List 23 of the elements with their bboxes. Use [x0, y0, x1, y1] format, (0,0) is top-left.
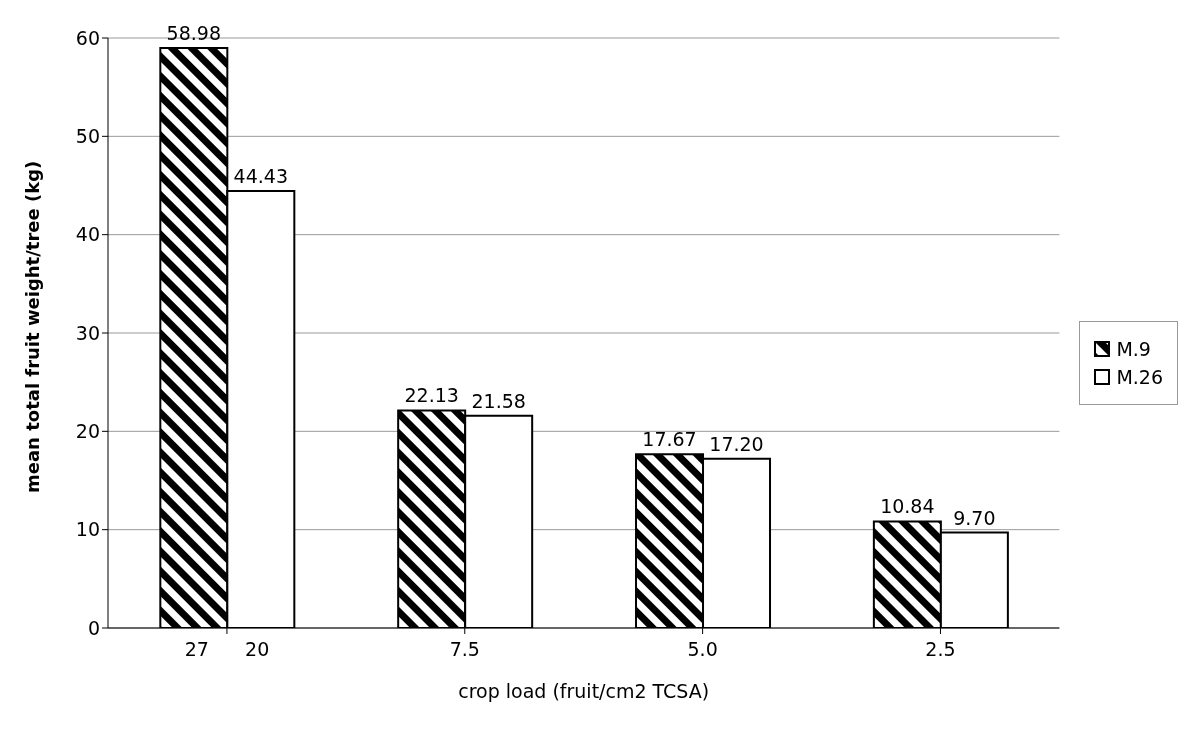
x-tick-label: 7.5 — [449, 638, 480, 660]
x-tick-label: 5.0 — [687, 638, 718, 660]
y-tick-label: 0 — [87, 616, 100, 639]
y-tick-label: 20 — [75, 420, 100, 443]
data-label: 21.58 — [471, 389, 526, 412]
data-label: 9.70 — [953, 506, 996, 529]
y-tick-label: 50 — [75, 125, 100, 148]
y-tick-label: 40 — [75, 223, 100, 246]
y-axis-title: mean total fruit weight/tree (kg) — [22, 160, 44, 493]
data-label: 17.67 — [642, 428, 697, 451]
x-tick-label: 27 20 — [184, 638, 270, 660]
data-label: 17.20 — [709, 432, 764, 455]
y-tick-label: 10 — [75, 518, 100, 541]
data-label: 10.84 — [880, 495, 935, 518]
y-tick-label: 30 — [75, 321, 100, 344]
x-axis-title: crop load (fruit/cm2 TCSA) — [458, 680, 710, 702]
legend-label: M.9 — [1116, 338, 1151, 360]
y-tick-label: 60 — [75, 26, 100, 49]
legend-label: M.26 — [1116, 366, 1163, 388]
data-label: 58.98 — [166, 22, 222, 45]
data-label: 44.43 — [233, 165, 289, 188]
x-tick-label: 2.5 — [925, 638, 956, 660]
data-label: 22.13 — [404, 384, 459, 407]
